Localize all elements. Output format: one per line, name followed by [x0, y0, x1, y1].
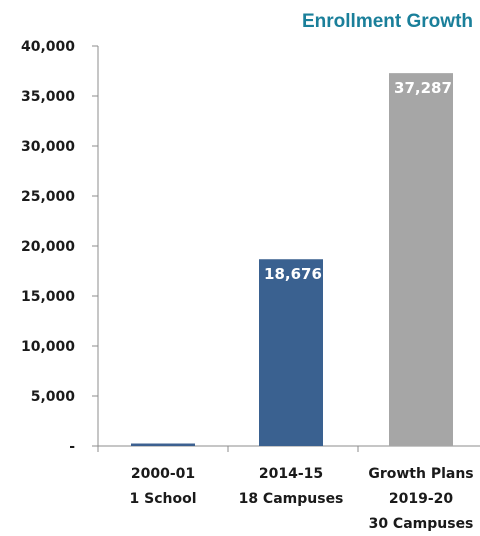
y-tick-label: 30,000 [21, 139, 75, 155]
category-label: 18 Campuses [239, 491, 344, 507]
y-tick-label: 15,000 [21, 289, 75, 305]
y-axis: - 5,000 10,000 15,000 20,000 25,000 30,000 35,0… [21, 39, 99, 455]
y-tick-label: 20,000 [21, 239, 75, 255]
y-tick-label: 40,000 [21, 39, 75, 55]
bar [389, 73, 453, 446]
y-tick-label: 25,000 [21, 189, 75, 205]
category-labels: 2000-01 1 School 2014-15 18 Campuses Growth … [130, 466, 474, 532]
chart-title: Enrollment Growth [302, 11, 473, 32]
y-tick-label: 35,000 [21, 89, 75, 105]
bar [131, 443, 195, 446]
y-tick-label: 10,000 [21, 339, 75, 355]
data-labels: 18,676 37,287 [264, 79, 452, 283]
y-tick-label: 5,000 [31, 389, 76, 405]
bars [131, 73, 453, 446]
y-tick-label: - [69, 439, 75, 455]
bar-value-label: 37,287 [394, 79, 452, 97]
category-label: 1 School [130, 491, 197, 507]
category-label: 30 Campuses [369, 516, 474, 532]
bar-value-label: 18,676 [264, 265, 322, 283]
bar [259, 259, 323, 446]
x-axis [97, 445, 480, 452]
category-label: 2000-01 [131, 466, 195, 482]
category-label: 2014-15 [259, 466, 323, 482]
category-label: Growth Plans [368, 466, 473, 482]
category-label: 2019-20 [389, 491, 454, 507]
